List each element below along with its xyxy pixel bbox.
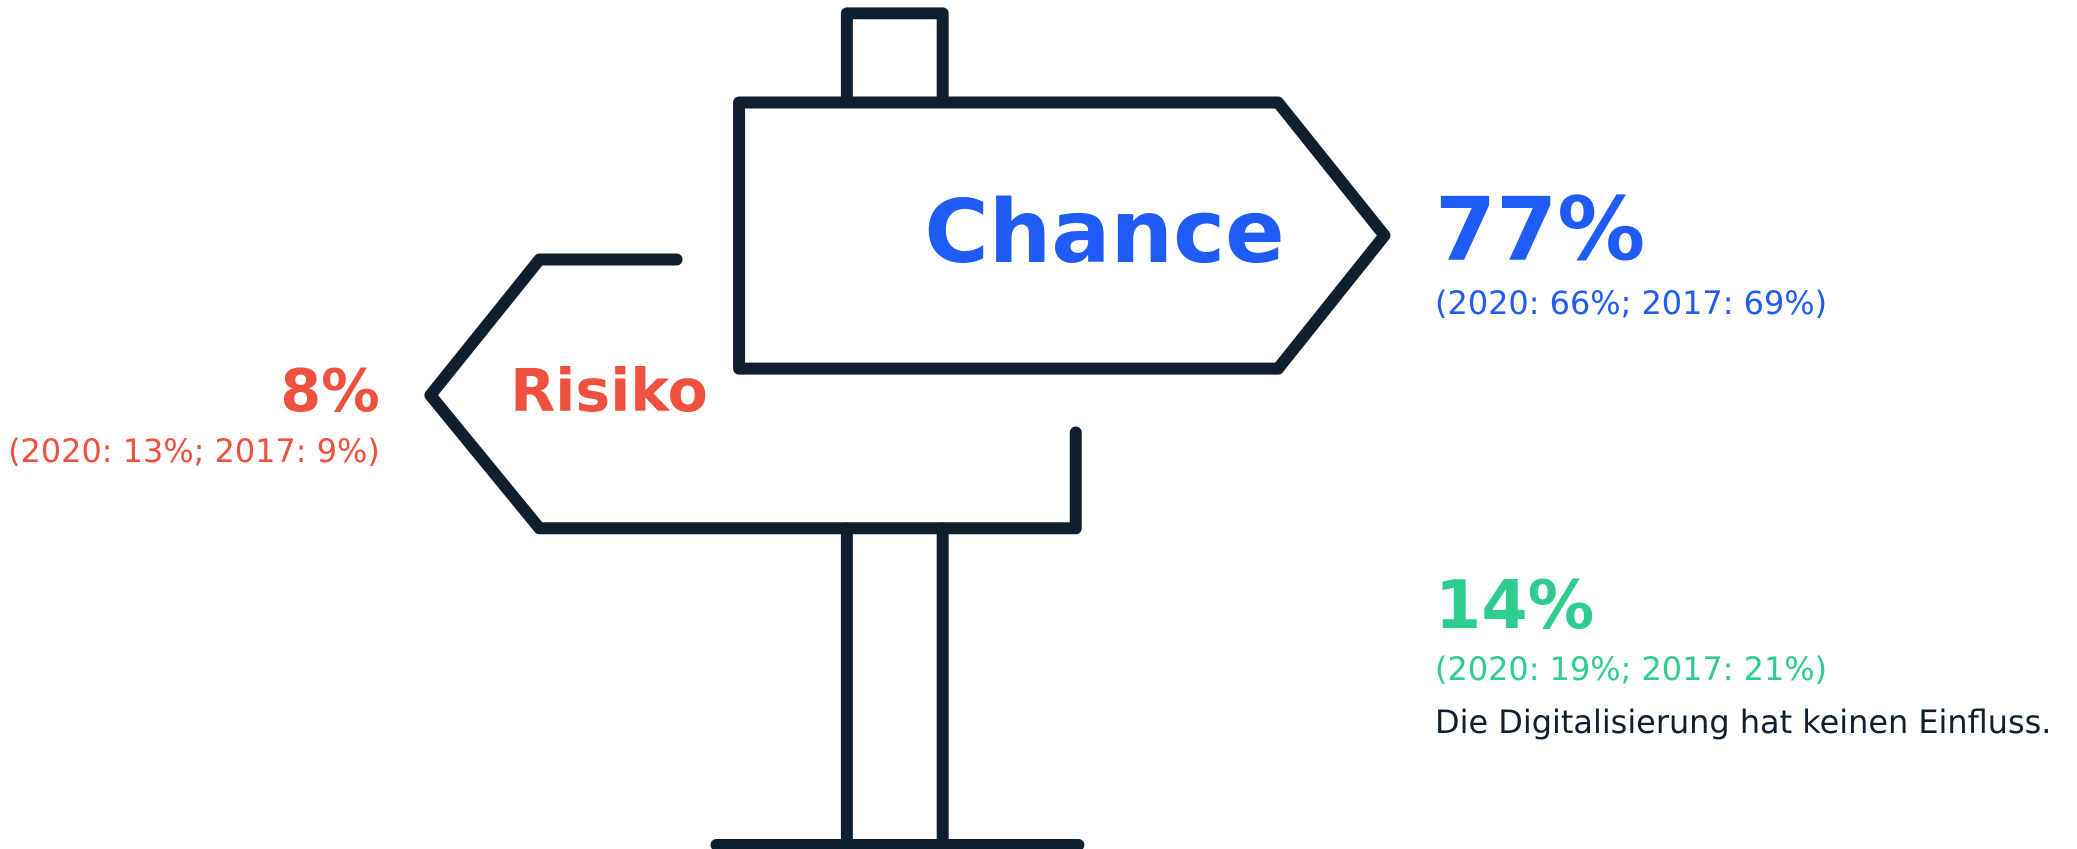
- sign-right: [733, 96, 1391, 375]
- chance-label: Chance: [924, 180, 1284, 283]
- chance-value: 77%: [1435, 177, 1645, 280]
- post-top: [840, 7, 949, 106]
- neutral-value: 14%: [1435, 566, 1594, 644]
- neutral-description: Die Digitalisierung hat keinen Einfluss.: [1435, 703, 2051, 741]
- signpost: [424, 7, 1391, 849]
- risiko-value: 8%: [280, 357, 379, 425]
- neutral-history: (2020: 19%; 2017: 21%): [1435, 650, 1827, 688]
- sign-left: [424, 253, 1082, 535]
- risiko-label: Risiko: [510, 357, 708, 425]
- risiko-history: (2020: 13%; 2017: 9%): [8, 432, 380, 470]
- chance-history: (2020: 66%; 2017: 69%): [1435, 284, 1827, 322]
